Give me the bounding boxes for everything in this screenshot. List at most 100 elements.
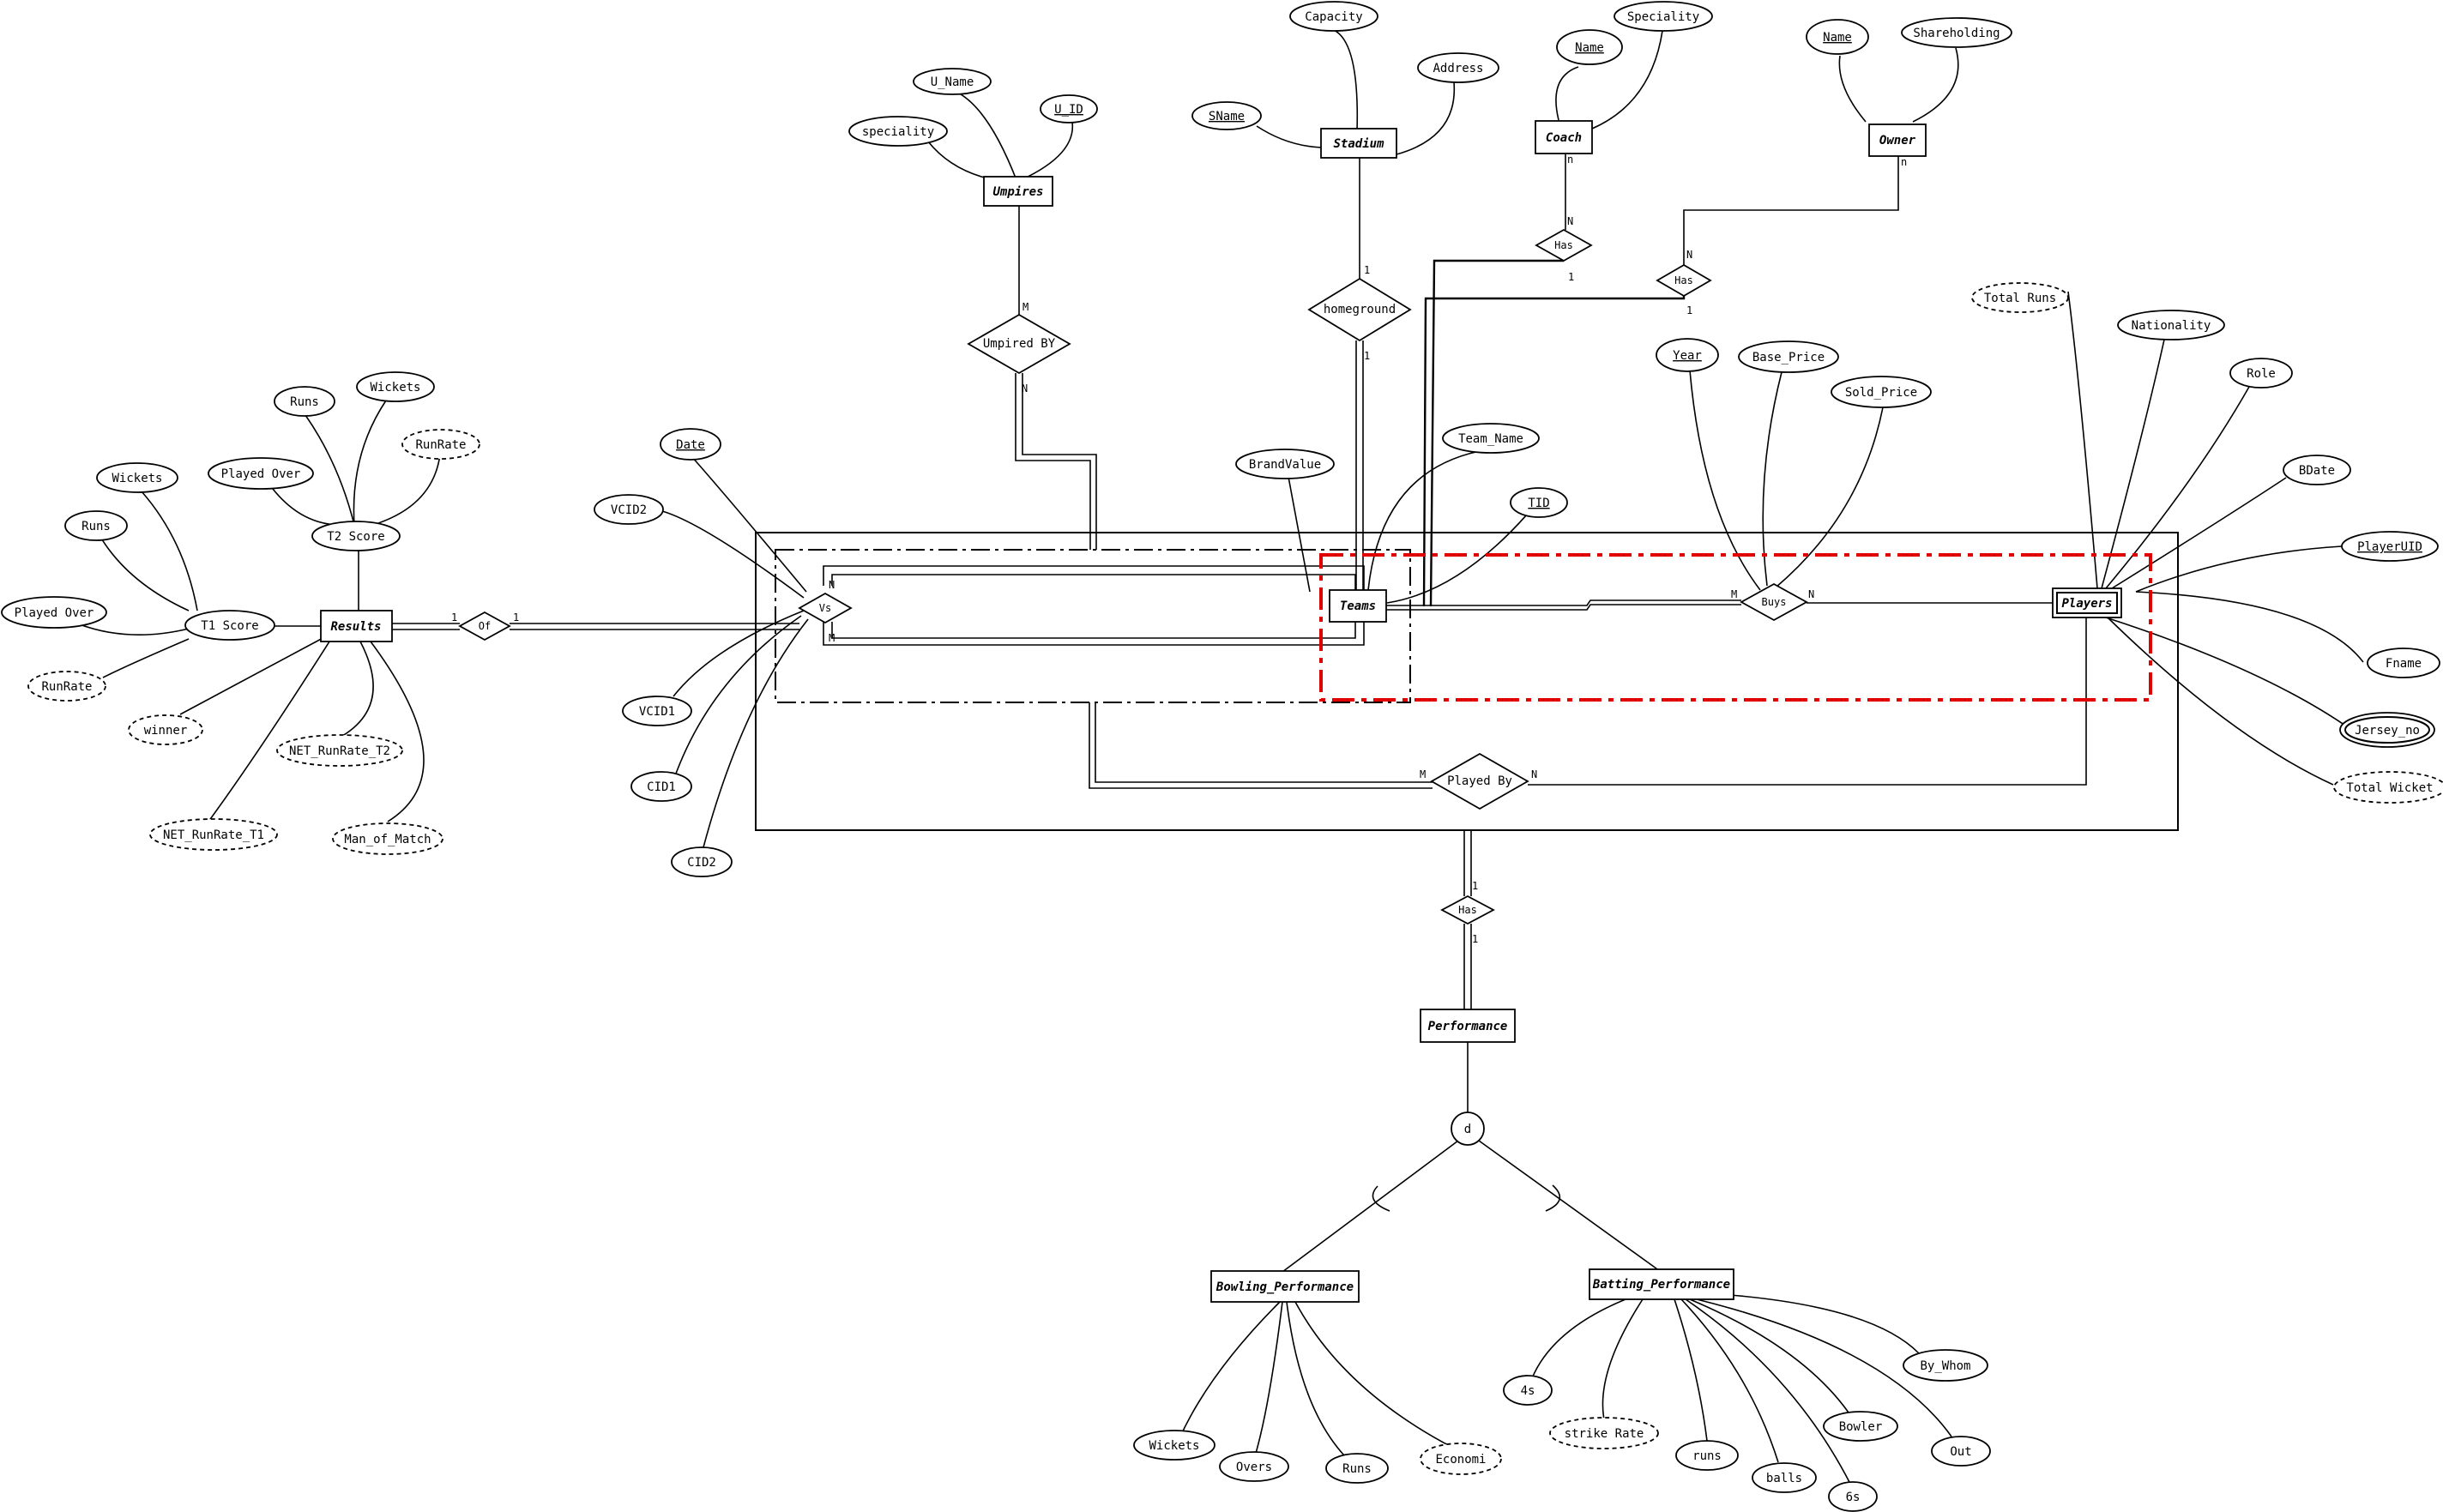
attr-tid[interactable] (1510, 487, 1568, 518)
coach-entity[interactable] (1535, 120, 1593, 154)
card-played-n: N (1531, 768, 1537, 780)
buys-relationship[interactable] (1740, 582, 1808, 622)
attr-capacity[interactable] (1289, 1, 1378, 32)
attr-bt-out[interactable] (1931, 1436, 1991, 1467)
attr-bw-economi[interactable] (1420, 1443, 1502, 1475)
attr-fname[interactable] (2367, 648, 2440, 678)
attr-owner-name-text: Name (1823, 31, 1852, 45)
attr-bt-by-whom[interactable] (1903, 1349, 1988, 1382)
attr-vcid1[interactable] (622, 696, 692, 726)
attr-cid2-text: CID2 (687, 856, 716, 870)
attr-vcid2-text: VCID2 (611, 503, 647, 517)
attr-nationality-text: Nationality (2132, 319, 2211, 333)
owner-has-relationship[interactable] (1656, 263, 1712, 298)
attr-t1-played-over[interactable] (1, 596, 107, 629)
coach-has-relationship[interactable] (1535, 228, 1593, 262)
attr-shareholding-text: Shareholding (1913, 27, 2000, 40)
attr-t2-score[interactable] (311, 521, 401, 551)
disjoint-circle[interactable] (1451, 1111, 1485, 1146)
attr-u-id[interactable] (1040, 94, 1098, 123)
stadium-entity[interactable] (1320, 128, 1397, 159)
attr-year[interactable] (1656, 338, 1719, 372)
attr-bt-bowler[interactable] (1823, 1411, 1898, 1442)
attr-bw-overs[interactable] (1219, 1451, 1289, 1482)
card-coach-n: n (1567, 154, 1573, 166)
attr-t1-played-over-text: Played Over (15, 606, 94, 620)
attr-owner-name[interactable] (1806, 19, 1869, 55)
attr-brandvalue[interactable] (1235, 449, 1335, 479)
attr-date-text: Date (676, 438, 705, 452)
attr-winner[interactable] (128, 714, 203, 745)
card-owner-N: N (1686, 249, 1692, 261)
attr-net-rr-t2[interactable] (276, 734, 403, 767)
played-by-relationship[interactable] (1430, 752, 1529, 810)
attr-team-name[interactable] (1442, 423, 1540, 454)
coach-has-label: Has (1554, 239, 1573, 251)
batting-performance-entity[interactable] (1589, 1268, 1734, 1300)
attr-bw-wickets[interactable] (1133, 1430, 1215, 1461)
attr-t2-played-over[interactable] (208, 457, 314, 490)
attr-total-wicket[interactable] (2333, 771, 2443, 804)
attr-jersey-no[interactable] (2339, 712, 2435, 748)
of-relationship[interactable] (458, 611, 511, 642)
attr-total-runs[interactable] (1971, 282, 2069, 313)
attr-net-rr-t1[interactable] (149, 818, 278, 851)
attr-t1-runs[interactable] (64, 510, 128, 541)
attr-year-text: Year (1673, 349, 1702, 363)
attr-vcid2[interactable] (594, 494, 664, 525)
attr-address[interactable] (1417, 52, 1499, 83)
teams-entity[interactable] (1329, 589, 1387, 623)
attr-base-price[interactable] (1738, 340, 1839, 373)
attr-t1-score[interactable] (184, 610, 275, 641)
performance-has-relationship[interactable] (1440, 895, 1495, 925)
attr-bdate[interactable] (2283, 455, 2351, 485)
card-of-1a: 1 (451, 611, 457, 623)
attr-t2-wickets[interactable] (356, 371, 435, 402)
attr-t2-runs[interactable] (274, 386, 335, 417)
of-label: Of (479, 620, 491, 632)
attr-u-speciality-text: speciality (862, 125, 934, 139)
attr-bt-balls[interactable] (1752, 1462, 1817, 1493)
performance-entity[interactable] (1420, 1009, 1516, 1043)
umpires-entity[interactable] (983, 176, 1053, 207)
attr-sold-price[interactable] (1831, 376, 1932, 408)
attr-bw-runs[interactable] (1325, 1453, 1389, 1484)
attr-u-speciality[interactable] (848, 116, 948, 147)
vs-relationship[interactable] (798, 592, 853, 624)
attr-role[interactable] (2229, 358, 2293, 389)
attr-bt-bowler-text: Bowler (1839, 1420, 1883, 1434)
bowling-performance-entity[interactable] (1210, 1270, 1360, 1303)
attr-bt-strike-rate[interactable] (1549, 1417, 1659, 1449)
attr-jersey-no-inner (2344, 716, 2430, 744)
attr-bt-6s[interactable] (1828, 1481, 1878, 1512)
attr-cid2[interactable] (671, 846, 733, 877)
owner-entity[interactable] (1868, 123, 1927, 157)
attr-t2-runrate[interactable] (401, 429, 480, 460)
attr-cid1[interactable] (630, 771, 692, 802)
players-entity-inner-border (2056, 592, 2118, 614)
card-buys-m: M (1731, 588, 1737, 600)
card-home-1a: 1 (1364, 264, 1370, 276)
attr-shareholding[interactable] (1901, 17, 2012, 48)
attr-base-price-text: Base_Price (1752, 351, 1825, 364)
attr-bt-runs[interactable] (1675, 1440, 1739, 1471)
attr-t1-runrate[interactable] (27, 671, 106, 702)
attr-playeruid[interactable] (2341, 531, 2439, 562)
attr-date[interactable] (660, 428, 721, 461)
attr-man-of-match[interactable] (332, 822, 443, 855)
aggregation-outer-box (755, 532, 2179, 831)
attr-t1-wickets[interactable] (96, 462, 178, 493)
umpired-by-relationship[interactable] (967, 313, 1071, 375)
attr-sname[interactable] (1191, 101, 1262, 130)
attr-coach-name[interactable] (1556, 29, 1623, 65)
played-by-label: Played By (1447, 774, 1512, 788)
results-entity[interactable] (320, 610, 393, 642)
card-home-1b: 1 (1364, 350, 1370, 362)
attr-bt-strike-rate-text: strike Rate (1565, 1427, 1644, 1441)
homeground-relationship[interactable] (1307, 277, 1412, 342)
attr-bt-4s[interactable] (1503, 1375, 1553, 1406)
attr-nationality[interactable] (2117, 310, 2225, 340)
attr-u-name[interactable] (913, 68, 992, 95)
attr-cid1-text: CID1 (647, 780, 676, 794)
attr-coach-speciality[interactable] (1614, 1, 1713, 32)
